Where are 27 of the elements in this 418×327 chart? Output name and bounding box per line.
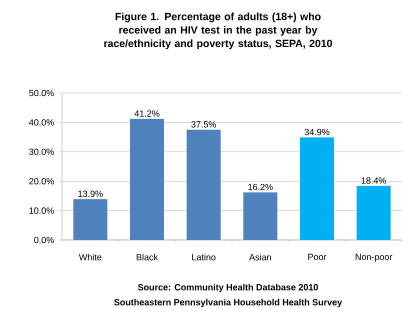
data-label: 37.5% — [191, 121, 216, 128]
data-label: 41.2% — [134, 110, 160, 117]
x-tick-label: Poor — [308, 254, 326, 260]
chart-title: Figure 1. Percentage of adults (18+) who received an HIV test in the past year by race/ethnicity and poverty status, SEPA, 2010 — [104, 12, 332, 50]
x-tick-label: Black — [136, 254, 158, 260]
y-tick-label: 10.0% — [29, 207, 54, 214]
data-label: 13.9% — [78, 190, 103, 197]
data-label: 18.4% — [362, 177, 386, 184]
data-label: 16.2% — [248, 184, 273, 190]
bar — [300, 137, 334, 240]
y-tick-label: 20.0% — [29, 178, 54, 184]
x-tick-label: Asian — [249, 254, 271, 260]
y-tick-label: 40.0% — [29, 119, 54, 126]
x-tick-label: Non-poor — [356, 254, 392, 262]
bar — [356, 186, 391, 240]
y-tick-label: 30.0% — [29, 148, 54, 155]
x-tick-label: Latino — [192, 254, 216, 260]
bar — [73, 199, 108, 240]
text: Southeastern Pennsylvania Household Health Survey — [114, 298, 342, 308]
y-tick-label: 0.0% — [34, 236, 54, 244]
source-note: Source: Community Health Database 2010 — [138, 284, 318, 292]
data-label: 34.9% — [304, 128, 330, 136]
bar — [186, 130, 221, 240]
bar — [243, 192, 278, 240]
x-tick-label: White — [78, 254, 102, 260]
bar — [130, 118, 164, 240]
y-tick-label: 50.0% — [29, 90, 54, 96]
